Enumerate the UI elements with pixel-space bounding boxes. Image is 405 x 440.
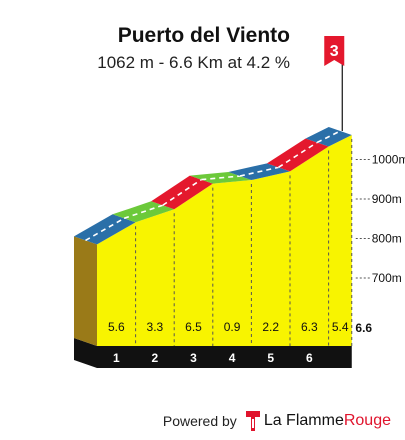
powered-by-label: Powered by: [162, 413, 237, 429]
y-tick-label: 1000m: [372, 153, 405, 167]
x-tick-label: 6.6: [355, 321, 372, 335]
x-tick-label: 5: [267, 351, 274, 365]
climb-title: Puerto del Viento: [117, 24, 290, 47]
x-tick-label: 1: [113, 351, 120, 365]
footer: Powered by La FlammeRouge: [163, 410, 391, 432]
x-tick-label: 3: [190, 351, 197, 365]
flame-logo-icon: [245, 411, 260, 431]
segment-gradient-label: 5.6: [108, 320, 125, 334]
road-center-line: [201, 175, 240, 181]
x-tick-label: 4: [229, 351, 236, 365]
road-center-line: [123, 204, 163, 220]
road-center-line: [316, 130, 341, 144]
summit-flag: [324, 36, 345, 66]
profile-face: [97, 135, 352, 346]
x-tick-label: 6: [306, 351, 313, 365]
road-center-line: [239, 166, 279, 177]
profile-side-wall: [74, 236, 97, 346]
x-tick-label: 2: [152, 351, 159, 365]
segment-gradient-label: 6.3: [301, 320, 318, 334]
y-tick-label: 800m: [372, 232, 402, 246]
road-center-line: [85, 217, 125, 242]
road-center-line: [278, 141, 318, 169]
segment-gradient-label: 0.9: [224, 320, 241, 334]
segment-gradient-label: 2.2: [262, 320, 279, 334]
la-flamme-rouge-logo[interactable]: La FlammeRouge: [245, 410, 391, 432]
segment-gradient-label: 6.5: [185, 320, 202, 334]
road-segment: [151, 175, 213, 210]
climb-summary: 1062 m - 6.6 Km at 4.2 %: [97, 53, 290, 72]
road-center-line: [162, 178, 202, 206]
y-tick-label: 700m: [372, 271, 402, 285]
elevation-profile-chart: 700m 800m 900m 1000m 5.6 3.3 6.5 0.9 2.2 6.3 5.4 1 2…: [74, 36, 405, 368]
segment-gradient-label: 5.4: [332, 320, 349, 334]
y-tick-label: 900m: [372, 192, 402, 206]
category-label: 3: [330, 43, 339, 60]
profile-base: [74, 338, 352, 368]
segment-gradient-label: 3.3: [147, 320, 164, 334]
brand-name: La FlammeRouge: [263, 412, 391, 429]
